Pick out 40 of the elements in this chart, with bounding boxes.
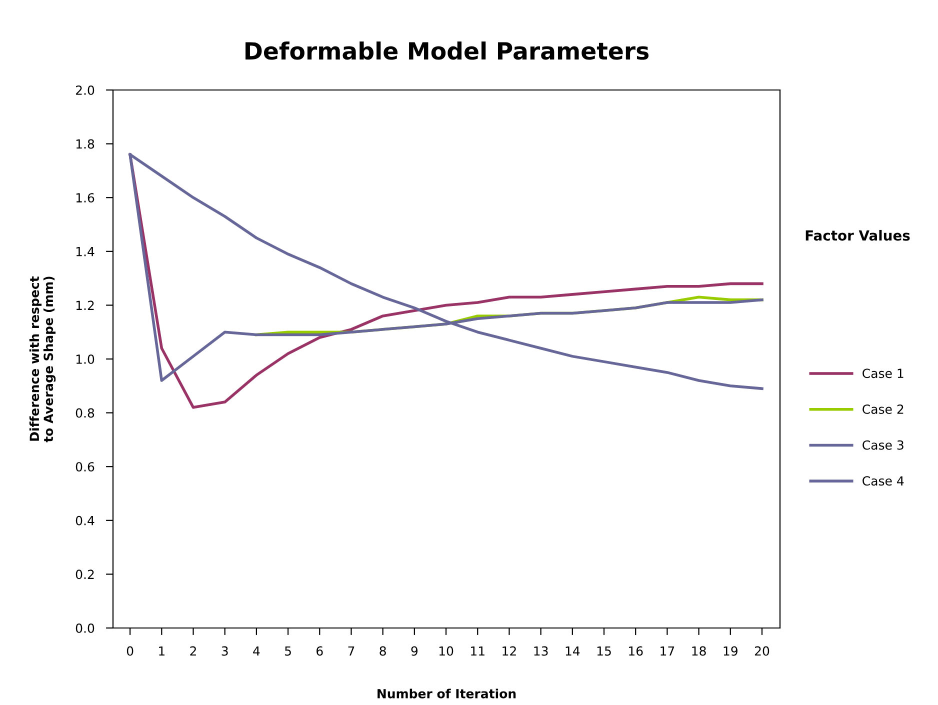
x-tick-label: 18 — [692, 646, 706, 656]
x-tick-label: 4 — [253, 646, 260, 656]
x-tick-label: 15 — [597, 646, 611, 656]
legend-label: Case 4 — [862, 476, 904, 486]
x-tick-label: 10 — [439, 646, 454, 656]
x-tick-label: 16 — [629, 646, 643, 656]
x-tick-label: 11 — [471, 646, 484, 656]
chart-title: Deformable Model Parameters — [246, 42, 649, 60]
x-tick-label: 12 — [502, 646, 516, 656]
legend-label: Case 2 — [862, 404, 904, 414]
x-tick-label: 1 — [159, 646, 164, 656]
x-tick-label: 14 — [566, 646, 580, 656]
legend-title: Factor Values — [806, 230, 910, 241]
y-tick-label: 0.6 — [76, 462, 94, 472]
y-tick-label: 1.6 — [76, 193, 94, 203]
y-tick-label: 0.8 — [76, 408, 94, 418]
y-tick-label: 0.4 — [76, 516, 94, 526]
y-axis-title: Difference with respect to Average Shape (mm) — [29, 276, 56, 442]
y-tick-label: 2.0 — [76, 85, 94, 95]
y-tick-label: 1.0 — [76, 354, 94, 364]
x-tick-label: 19 — [724, 646, 738, 656]
y-tick-label: 1.8 — [76, 139, 94, 149]
x-tick-label: 5 — [285, 646, 291, 656]
legend-label: Case 3 — [862, 440, 904, 450]
x-tick-label: 2 — [190, 646, 196, 656]
legend-label: Case 1 — [862, 368, 904, 378]
x-tick-label: 17 — [660, 646, 674, 656]
y-tick-label: 0.0 — [76, 623, 94, 633]
x-tick-label: 0 — [126, 646, 134, 656]
y-tick-label: 1.2 — [76, 300, 94, 310]
x-tick-label: 8 — [380, 646, 386, 656]
x-tick-label: 3 — [222, 646, 228, 656]
x-tick-label: 9 — [411, 646, 418, 656]
x-tick-label: 7 — [348, 646, 354, 656]
x-axis-title: Number of Iteration — [378, 688, 516, 698]
y-tick-label: 1.4 — [76, 247, 94, 256]
x-tick-label: 13 — [534, 646, 548, 656]
x-tick-label: 6 — [316, 646, 323, 656]
x-tick-label: 20 — [754, 646, 770, 656]
y-tick-label: 0.2 — [76, 570, 94, 580]
